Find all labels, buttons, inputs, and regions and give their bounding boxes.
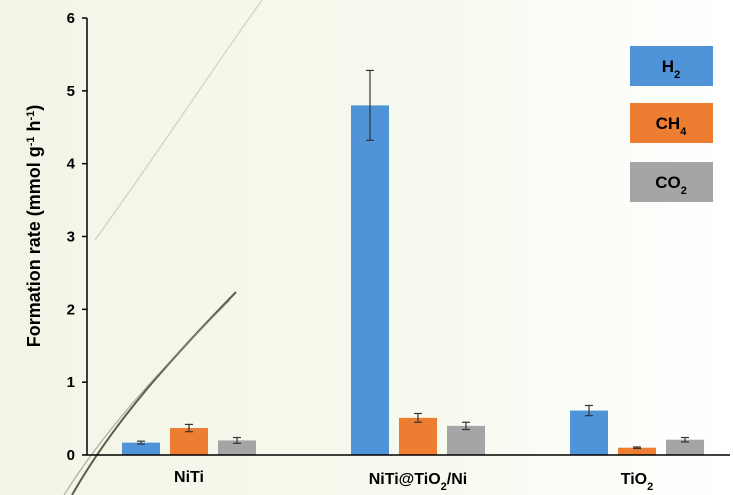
legend-label-ch4: CH4 [656, 114, 688, 138]
bar [218, 440, 256, 455]
y-tick-label: 3 [67, 229, 75, 246]
bar [399, 417, 437, 455]
y-tick-label: 1 [67, 374, 75, 391]
error-bar [462, 421, 470, 431]
error-bar [414, 412, 422, 423]
category-label-tio2: TiO2 [621, 471, 654, 493]
bar [618, 447, 656, 455]
y-tick-label: 2 [67, 301, 75, 318]
y-tick-label: 0 [67, 447, 75, 464]
bar [570, 410, 608, 455]
y-tick-label: 4 [67, 156, 76, 173]
error-bar [585, 404, 593, 417]
y-tick-label: 5 [67, 83, 75, 100]
bar [351, 105, 389, 456]
error-bar [233, 436, 241, 444]
error-bar [185, 423, 193, 433]
bar [666, 439, 704, 455]
category-label-niti: NiTi [174, 469, 204, 486]
y-tick-label: 6 [67, 10, 75, 27]
background-decoration [63, 0, 263, 495]
legend-label-co2: CO2 [655, 173, 687, 197]
bars [122, 69, 704, 456]
y-axis-title: Formation rate (mmol g-1 h-1) [24, 105, 44, 348]
error-bar [633, 446, 641, 450]
legend-label-h2: H2 [662, 57, 680, 81]
legend: H2 CH4 CO2 [630, 46, 713, 202]
legend-swatch-h2 [630, 46, 713, 86]
error-bar [137, 440, 145, 445]
bar [170, 428, 208, 455]
y-axis-ticks: 0 1 2 3 4 5 6 [67, 10, 87, 464]
bar [447, 425, 485, 455]
category-label-niti-tio2-ni: NiTi@TiO2/Ni [369, 471, 467, 493]
legend-swatch-co2 [630, 162, 713, 202]
error-bar [681, 436, 689, 443]
error-bar [366, 69, 374, 141]
bar [122, 442, 160, 455]
legend-swatch-ch4 [630, 103, 713, 143]
